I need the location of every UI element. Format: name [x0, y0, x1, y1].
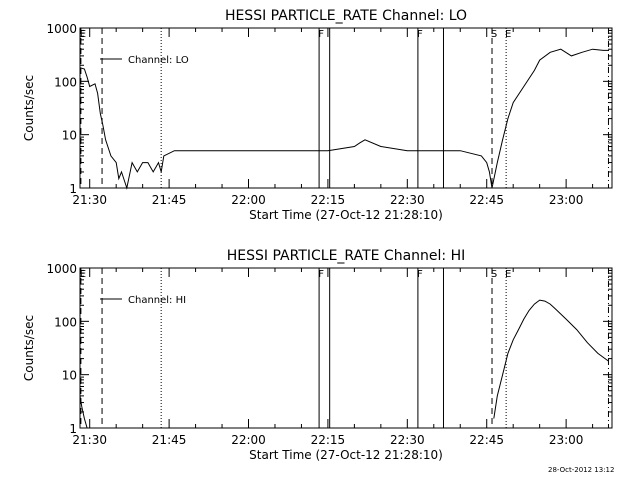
event-marker-label: F	[417, 269, 423, 280]
event-marker-label: E	[505, 269, 511, 280]
x-axis-label: Start Time (27-Oct-12 21:28:10)	[249, 448, 443, 462]
chart-panel-1: HESSI PARTICLE_RATE Channel: LO Counts/se…	[22, 8, 613, 222]
event-marker-label: F	[417, 29, 423, 40]
x-tick-label: 23:00	[549, 193, 584, 207]
y-tick-label: 100	[54, 75, 77, 89]
data-series-line	[79, 395, 88, 429]
x-tick-label: 22:45	[469, 433, 504, 447]
y-tick-label: 10	[62, 369, 77, 383]
y-axis-label: Counts/sec	[22, 75, 36, 141]
plot-frame	[79, 27, 613, 189]
event-marker-label: E	[80, 29, 86, 40]
data-series-line	[79, 48, 609, 190]
x-tick-label: 22:30	[390, 433, 425, 447]
data-series-line	[493, 299, 609, 419]
y-tick-label: 1	[69, 422, 77, 436]
chart-panel-2: HESSI PARTICLE_RATE Channel: HI Counts/se…	[22, 248, 613, 462]
legend-label: Channel: HI	[128, 295, 186, 306]
x-tick-label: 22:00	[231, 433, 266, 447]
x-tick-label: 22:15	[311, 433, 346, 447]
x-tick-label: 22:45	[469, 193, 504, 207]
y-tick-label: 10	[62, 129, 77, 143]
chart-title: HESSI PARTICLE_RATE Channel: LO	[225, 8, 467, 24]
x-axis-label: Start Time (27-Oct-12 21:28:10)	[249, 208, 443, 222]
x-tick-label: 23:00	[549, 433, 584, 447]
event-marker-label: S	[491, 29, 497, 40]
x-tick-label: 21:30	[72, 433, 107, 447]
event-marker-label: E	[505, 29, 511, 40]
legend-label: Channel: LO	[128, 55, 189, 66]
x-tick-label: 22:30	[390, 193, 425, 207]
chart-title: HESSI PARTICLE_RATE Channel: HI	[227, 248, 465, 264]
x-tick-label: 21:30	[72, 193, 107, 207]
y-tick-label: 100	[54, 315, 77, 329]
event-marker-label: F	[318, 269, 324, 280]
y-axis-label: Counts/sec	[22, 315, 36, 381]
footer-timestamp: 28-Oct-2012 13:12	[548, 466, 615, 474]
x-tick-label: 22:15	[311, 193, 346, 207]
y-tick-label: 1	[69, 182, 77, 196]
event-marker-label: F	[318, 29, 324, 40]
event-marker-label: E	[80, 269, 86, 280]
y-tick-label: 1000	[46, 262, 77, 276]
x-tick-label: 22:00	[231, 193, 266, 207]
x-tick-label: 21:45	[152, 193, 187, 207]
event-marker-label: S	[491, 269, 497, 280]
y-tick-label: 1000	[46, 22, 77, 36]
x-tick-label: 21:45	[152, 433, 187, 447]
plot-frame	[79, 267, 613, 429]
